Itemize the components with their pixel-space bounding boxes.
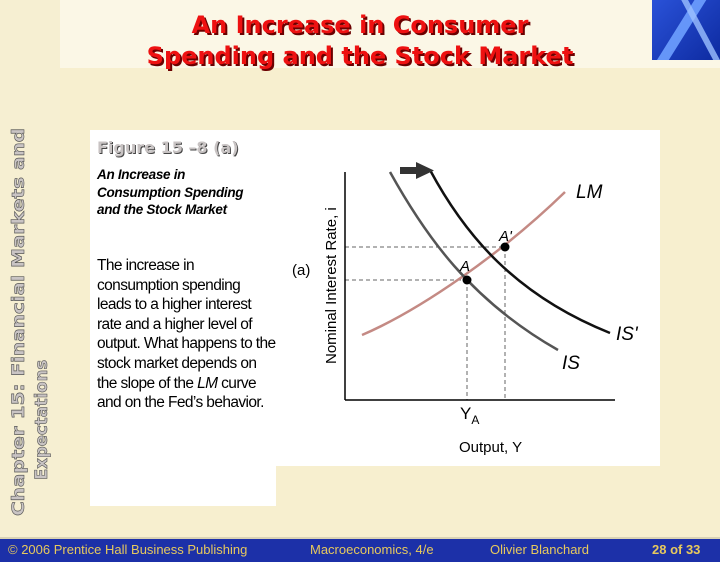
is-curve	[388, 171, 559, 352]
slide-title-line1: An Increase in Consumer	[191, 11, 529, 39]
shift-arrow-shaft	[400, 167, 418, 174]
figure-subtitle: An Increase in Consumption Spending and …	[97, 167, 244, 217]
figure-description-lm: LM	[197, 374, 218, 392]
side-title: Chapter 15: Financial Markets and Expect…	[2, 118, 54, 518]
point-a-prime-marker	[500, 242, 510, 252]
figure-description: The increase in consumption spending lea…	[97, 256, 277, 413]
figure-description-part2: curve and on the Fed’s behavior.	[97, 374, 264, 412]
slide-title: An Increase in Consumer Spending and the…	[60, 10, 660, 72]
footer-divider	[0, 537, 720, 539]
footer-page-number: 28 of 33	[652, 542, 701, 557]
x-axis-label: Output, Y	[459, 439, 522, 456]
shift-arrow-head	[416, 162, 434, 179]
figure-description-part1: The increase in consumption spending lea…	[97, 257, 276, 392]
is-prime-label: IS'	[616, 324, 639, 345]
side-title-line2: Expectations	[32, 360, 51, 480]
footer-bar: © 2006 Prentice Hall Business Publishing…	[0, 539, 720, 562]
lm-label: LM	[576, 182, 603, 203]
slide-title-line2: Spending and the Stock Market	[146, 42, 574, 70]
y-axis-label-group: Nominal Interest Rate, i	[323, 207, 340, 364]
panel-label: (a)	[292, 262, 310, 279]
caption-column	[90, 130, 276, 506]
x-tick-label: YA	[460, 404, 479, 427]
footer-book: Macroeconomics, 4/e	[310, 542, 434, 557]
corner-logo	[652, 0, 720, 60]
islm-diagram: A A' LM IS IS' (a) Nominal Interest Rate…	[292, 162, 639, 456]
lm-curve	[361, 191, 566, 337]
y-axis-label: Nominal Interest Rate, i	[323, 207, 340, 364]
x-tick-label-sub: A	[471, 413, 479, 427]
footer-author: Olivier Blanchard	[490, 542, 589, 557]
point-a-label: A	[459, 258, 470, 275]
point-a-marker	[462, 275, 472, 285]
left-decor-band	[0, 0, 60, 537]
shift-arrow-icon	[400, 162, 434, 179]
x-tick-label-main: Y	[460, 404, 471, 423]
footer-publisher: © 2006 Prentice Hall Business Publishing	[8, 542, 248, 557]
is-prime-curve	[428, 169, 611, 335]
figure-label: Figure 15 –8 (a)	[97, 138, 239, 157]
top-decor-band	[60, 0, 720, 68]
side-title-svg: Chapter 15: Financial Markets and Expect…	[9, 128, 52, 517]
is-label: IS	[562, 353, 580, 374]
guide-lines	[345, 246, 506, 400]
point-a-prime-label: A'	[498, 228, 513, 245]
side-title-line1: Chapter 15: Financial Markets and	[9, 128, 28, 516]
